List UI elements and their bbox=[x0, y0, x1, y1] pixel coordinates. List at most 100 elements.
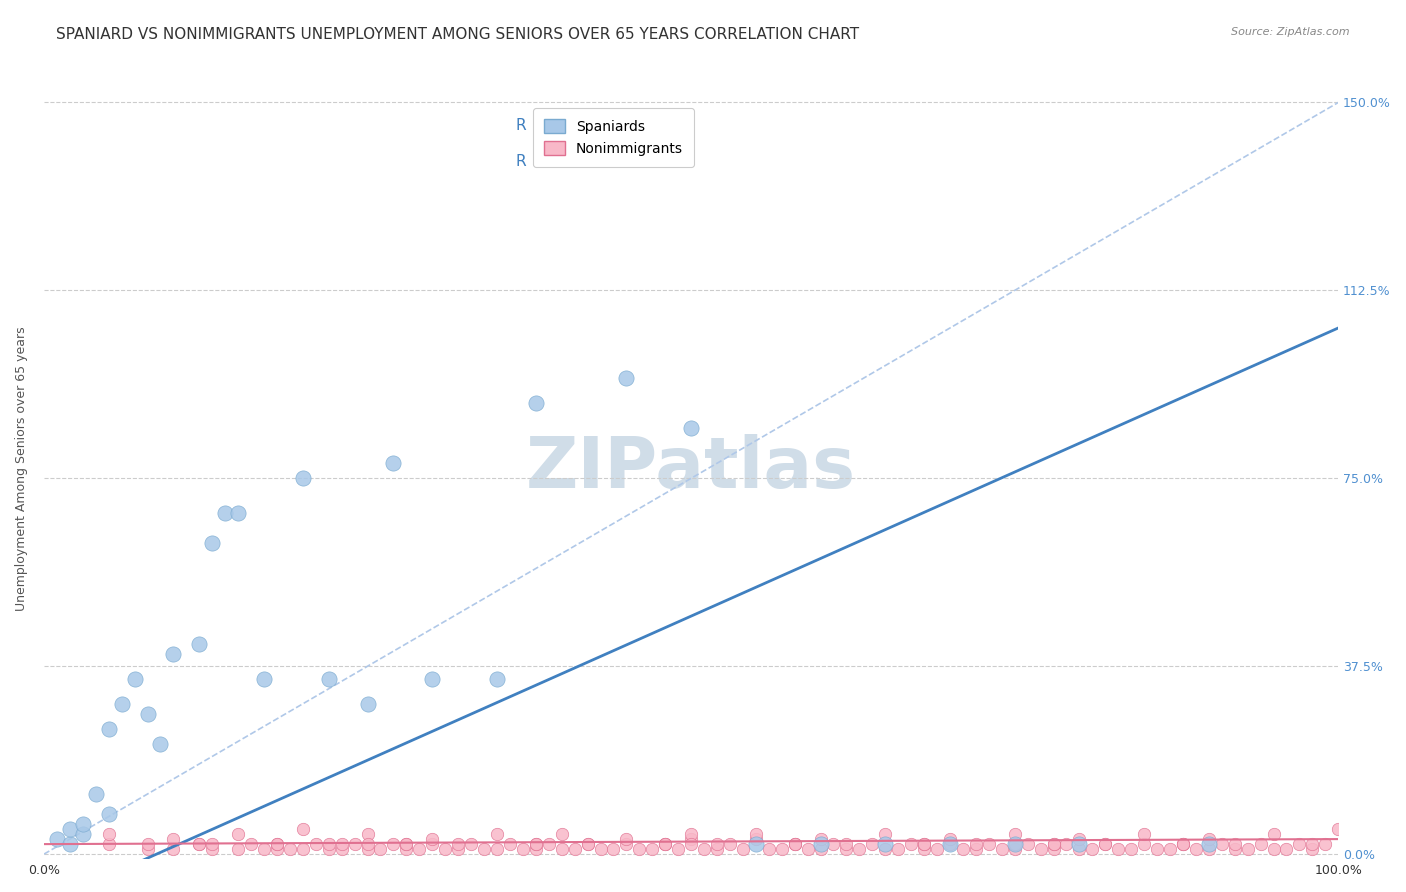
Point bbox=[654, 837, 676, 851]
Point bbox=[912, 842, 935, 856]
Point bbox=[188, 637, 211, 651]
Point bbox=[266, 837, 288, 851]
Point bbox=[1081, 842, 1104, 856]
Point bbox=[1094, 837, 1116, 851]
Point bbox=[1146, 842, 1168, 856]
Point bbox=[420, 832, 443, 847]
Point bbox=[965, 842, 987, 856]
Point bbox=[616, 371, 638, 385]
Point bbox=[1315, 837, 1337, 851]
Point bbox=[97, 827, 120, 841]
Point bbox=[693, 842, 716, 856]
Point bbox=[318, 842, 340, 856]
Point bbox=[1171, 837, 1194, 851]
Point bbox=[731, 842, 754, 856]
Point bbox=[266, 837, 288, 851]
Point bbox=[447, 842, 470, 856]
Point bbox=[1211, 837, 1233, 851]
Point bbox=[1004, 837, 1026, 851]
Point bbox=[1133, 827, 1156, 841]
Point bbox=[356, 837, 378, 851]
Point bbox=[654, 837, 676, 851]
Point bbox=[188, 837, 211, 851]
Point bbox=[524, 396, 547, 410]
Point bbox=[84, 787, 107, 801]
Point bbox=[1275, 842, 1298, 856]
Text: R = 0.656   N = 34: R = 0.656 N = 34 bbox=[516, 119, 661, 134]
Point bbox=[564, 842, 586, 856]
Point bbox=[291, 471, 314, 485]
Point bbox=[356, 697, 378, 711]
Point bbox=[434, 842, 457, 856]
Point bbox=[253, 672, 276, 686]
Point bbox=[188, 837, 211, 851]
Point bbox=[382, 456, 405, 470]
Point bbox=[97, 807, 120, 822]
Point bbox=[848, 842, 870, 856]
Point bbox=[550, 842, 572, 856]
Point bbox=[408, 842, 430, 856]
Point bbox=[291, 842, 314, 856]
Point bbox=[1198, 842, 1220, 856]
Point bbox=[485, 672, 508, 686]
Point bbox=[1171, 837, 1194, 851]
Point bbox=[758, 842, 780, 856]
Point bbox=[1042, 837, 1064, 851]
Point bbox=[681, 827, 703, 841]
Point bbox=[305, 837, 328, 851]
Point bbox=[783, 837, 806, 851]
Point bbox=[1223, 842, 1246, 856]
Point bbox=[278, 842, 301, 856]
Point bbox=[900, 837, 922, 851]
Point bbox=[745, 832, 768, 847]
Point bbox=[395, 837, 418, 851]
Text: Source: ZipAtlas.com: Source: ZipAtlas.com bbox=[1232, 27, 1350, 37]
Legend: Spaniards, Nonimmigrants: Spaniards, Nonimmigrants bbox=[533, 108, 695, 167]
Point bbox=[681, 832, 703, 847]
Point bbox=[602, 842, 624, 856]
Point bbox=[226, 507, 249, 521]
Point bbox=[356, 842, 378, 856]
Point bbox=[681, 837, 703, 851]
Point bbox=[1198, 837, 1220, 851]
Point bbox=[1004, 837, 1026, 851]
Point bbox=[912, 837, 935, 851]
Point bbox=[783, 837, 806, 851]
Point bbox=[460, 837, 482, 851]
Point bbox=[965, 837, 987, 851]
Point bbox=[1121, 842, 1143, 856]
Point bbox=[718, 837, 741, 851]
Point bbox=[1301, 842, 1323, 856]
Point bbox=[666, 842, 689, 856]
Point bbox=[201, 842, 224, 856]
Point bbox=[654, 837, 676, 851]
Point bbox=[499, 837, 522, 851]
Point bbox=[939, 837, 962, 851]
Point bbox=[745, 827, 768, 841]
Point bbox=[420, 837, 443, 851]
Point bbox=[977, 837, 1000, 851]
Point bbox=[628, 842, 651, 856]
Point bbox=[1069, 837, 1091, 851]
Point bbox=[912, 837, 935, 851]
Point bbox=[835, 837, 858, 851]
Point bbox=[370, 842, 392, 856]
Point bbox=[97, 837, 120, 851]
Point bbox=[330, 837, 353, 851]
Point bbox=[1056, 837, 1078, 851]
Point bbox=[395, 837, 418, 851]
Point bbox=[485, 827, 508, 841]
Point bbox=[835, 842, 858, 856]
Point bbox=[810, 842, 832, 856]
Point bbox=[524, 842, 547, 856]
Point bbox=[240, 837, 263, 851]
Point bbox=[745, 837, 768, 851]
Point bbox=[1133, 837, 1156, 851]
Point bbox=[214, 507, 236, 521]
Point bbox=[111, 697, 134, 711]
Point bbox=[485, 842, 508, 856]
Point bbox=[796, 842, 818, 856]
Point bbox=[124, 672, 146, 686]
Point bbox=[1042, 842, 1064, 856]
Point bbox=[1107, 842, 1129, 856]
